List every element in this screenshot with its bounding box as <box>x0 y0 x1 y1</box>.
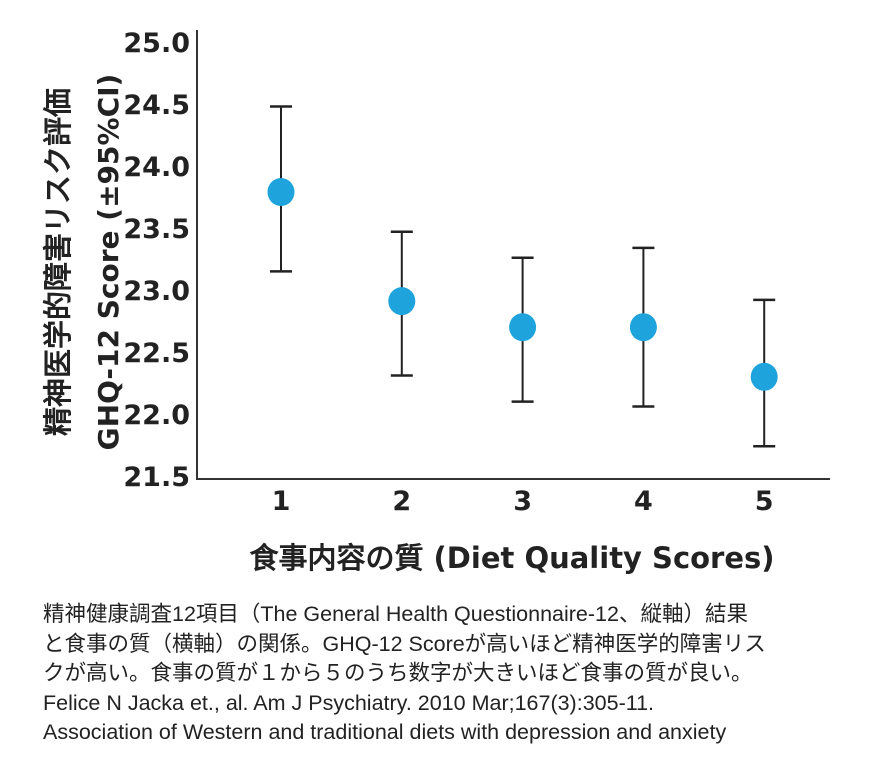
y-tick-label: 24.5 <box>123 90 190 121</box>
data-point <box>267 178 295 207</box>
caption-line: クが高い。食事の質が１から５のうち数字が大きいほど食事の質が良い。 <box>43 661 753 685</box>
data-point <box>509 313 537 342</box>
caption-line: 精神健康調査12項目（The General Health Questionna… <box>43 602 748 626</box>
x-tick-label: 4 <box>634 486 653 517</box>
y-axis-title: GHQ-12 Score (±95%CI) <box>92 74 125 451</box>
x-tick-label: 1 <box>272 486 291 517</box>
y-axis-title-ja: 精神医学的障害リスク評価 <box>41 88 75 436</box>
data-point <box>388 287 416 316</box>
figure-caption: 精神健康調査12項目（The General Health Questionna… <box>43 600 883 748</box>
y-tick-label: 21.5 <box>123 462 190 493</box>
y-tick-label: 23.5 <box>123 214 190 245</box>
x-tick-label: 5 <box>755 486 774 517</box>
data-point <box>629 313 657 342</box>
data-point <box>750 362 778 391</box>
y-tick-label: 23.0 <box>123 276 190 307</box>
y-tick-label: 22.5 <box>123 338 190 369</box>
y-tick-label: 25.0 <box>123 28 190 59</box>
y-tick-label: 22.0 <box>123 400 190 431</box>
x-axis-title: 食事内容の質 (Diet Quality Scores) <box>249 541 774 575</box>
x-tick-label: 3 <box>513 486 532 517</box>
caption-line: Association of Western and traditional d… <box>43 720 727 744</box>
caption-line: Felice N Jacka et., al. Am J Psychiatry.… <box>43 690 655 715</box>
caption-line: と食事の質（横軸）の関係。GHQ-12 Scoreが高いほど精神医学的障害リス <box>43 631 766 656</box>
x-tick-label: 2 <box>392 486 411 517</box>
chart: 25.0 24.5 24.0 23.5 23.0 22.5 22.0 21.5 1 2 3 4 5 精… <box>41 28 830 575</box>
y-tick-label: 24.0 <box>123 152 190 183</box>
